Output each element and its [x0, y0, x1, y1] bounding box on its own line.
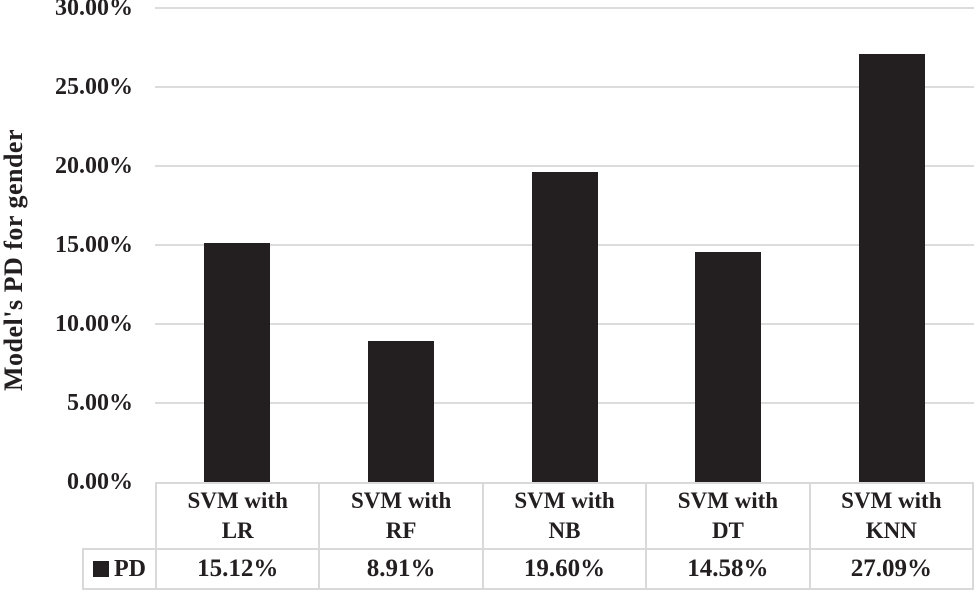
category-header-row: SVM with LR SVM with RF SVM with NB SVM wit…: [155, 482, 974, 550]
category-label: SVM with LR: [187, 488, 288, 543]
bar-svm-with-knn: [859, 53, 926, 482]
y-axis-title: Model's PD for gender: [0, 128, 28, 392]
category-label: SVM with KNN: [841, 488, 942, 543]
y-tick-label: 15.00%: [55, 232, 133, 258]
y-tick-label: 10.00%: [55, 311, 133, 337]
category-label: SVM with NB: [514, 488, 615, 543]
y-tick-label: 30.00%: [55, 0, 133, 21]
category-header-cell: SVM with NB: [481, 484, 645, 548]
bar-svm-with-nb: [531, 172, 598, 482]
legend-label: PD: [114, 555, 146, 582]
value-row: PD 15.12% 8.91% 19.60% 14.58% 27.09%: [82, 548, 974, 590]
category-header-cell: SVM with LR: [157, 484, 318, 548]
category-label: SVM with RF: [350, 488, 452, 543]
gridline: [155, 165, 974, 167]
value-cell: 15.12%: [155, 550, 318, 588]
y-tick-label: 0.00%: [67, 469, 133, 495]
bar-svm-with-dt: [695, 251, 762, 482]
y-tick-label: 20.00%: [55, 153, 133, 179]
gridline: [155, 86, 974, 88]
value-cell: 27.09%: [808, 550, 972, 588]
category-header-cell: SVM with RF: [318, 484, 481, 548]
black-square-icon: [93, 561, 109, 577]
category-header-cell: SVM with KNN: [808, 484, 972, 548]
gridline: [155, 7, 974, 9]
y-tick-label: 25.00%: [55, 74, 133, 100]
category-header-cell: SVM with DT: [645, 484, 808, 548]
y-tick-label: 5.00%: [67, 390, 133, 416]
value-cell: 14.58%: [645, 550, 808, 588]
value-cell: 19.60%: [481, 550, 645, 588]
legend-cell: PD: [84, 550, 155, 588]
bar-svm-with-rf: [367, 341, 434, 482]
bar-svm-with-lr: [203, 243, 270, 482]
category-label: SVM with DT: [677, 488, 779, 543]
value-cell: 8.91%: [318, 550, 481, 588]
plot-area: [155, 7, 974, 482]
